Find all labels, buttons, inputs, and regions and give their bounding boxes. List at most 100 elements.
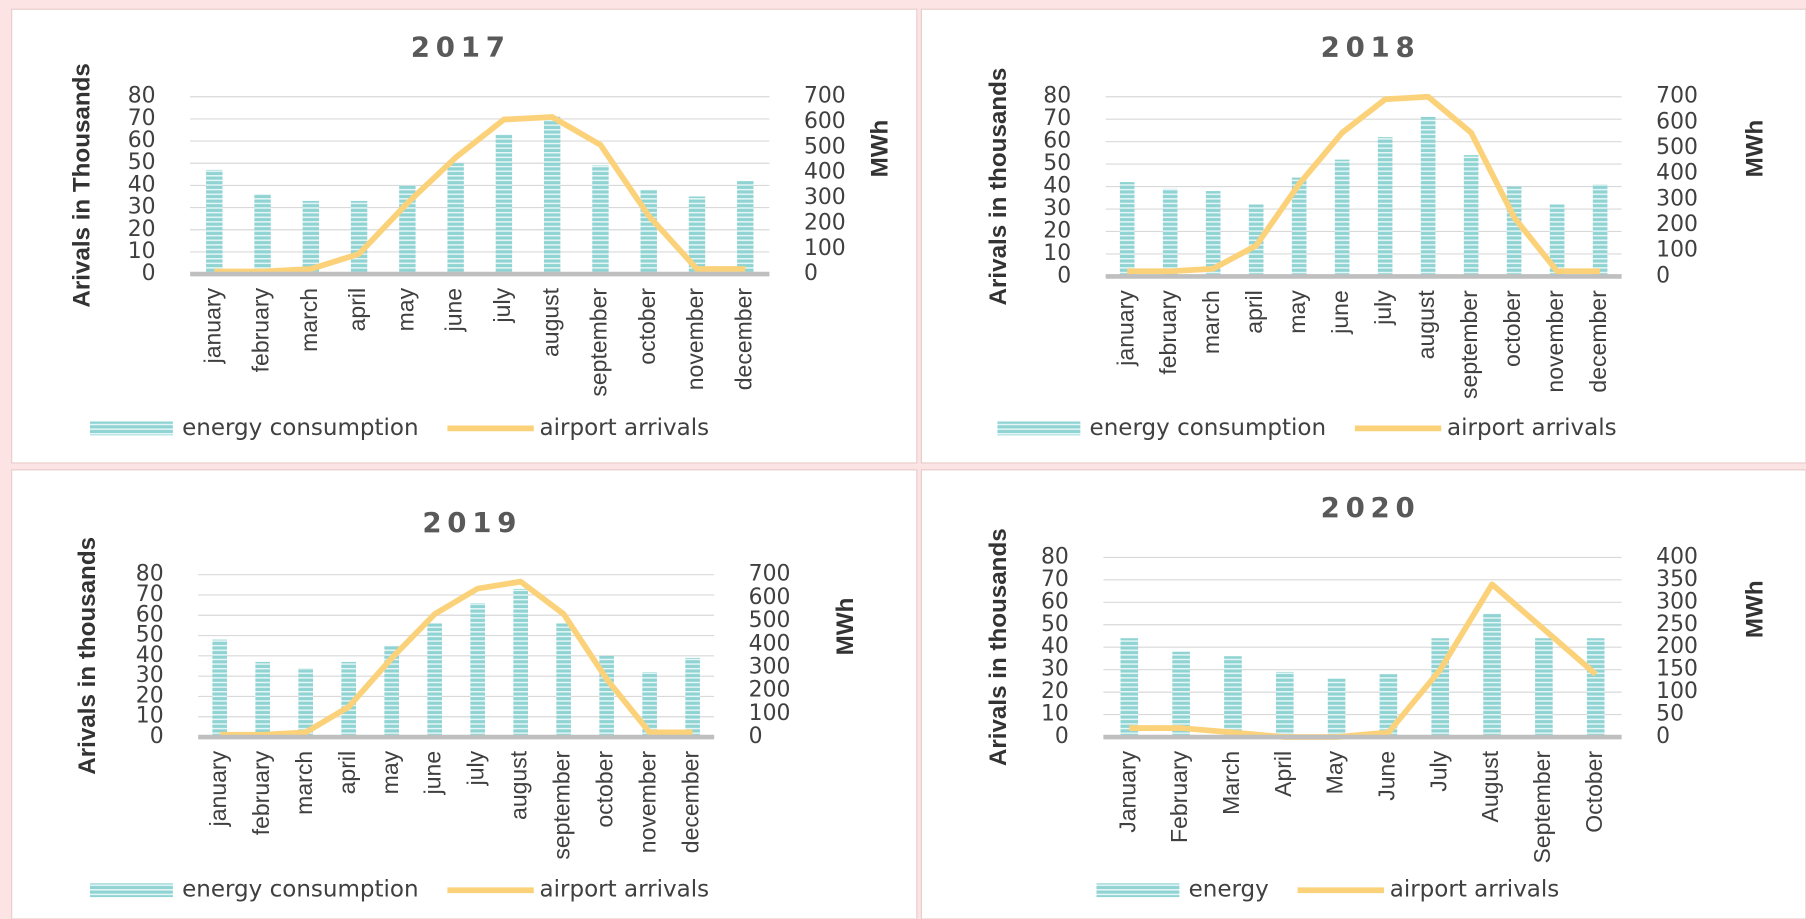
x-tick-label: october <box>634 288 660 365</box>
y-axis-title: Arivals in Thousands <box>68 63 95 307</box>
y-tick-label: 70 <box>1043 106 1071 131</box>
y-tick-label: 80 <box>136 562 164 587</box>
y2-tick-label: 250 <box>1656 612 1698 637</box>
y2-tick-label: 700 <box>749 562 791 587</box>
bar <box>513 588 528 738</box>
bar <box>1592 184 1608 277</box>
y-tick-label: 60 <box>128 128 156 153</box>
line-series <box>219 578 693 738</box>
bar <box>1327 678 1346 738</box>
y-tick-label: 0 <box>142 261 156 286</box>
bar <box>1535 638 1553 738</box>
chart-title: 2018 <box>1321 30 1421 63</box>
y2-tick-label: 600 <box>749 585 791 610</box>
y-tick-label: 50 <box>136 623 164 648</box>
line-series <box>1127 93 1601 275</box>
bar <box>592 165 609 275</box>
bar <box>1586 638 1605 738</box>
bar <box>255 661 271 738</box>
x-tick-label: October <box>1581 751 1607 833</box>
y2-tick-label: 200 <box>1656 212 1698 237</box>
bar <box>685 657 700 738</box>
legend-label: energy consumption <box>1090 415 1327 441</box>
bar <box>1463 155 1479 277</box>
y-tick-label: 50 <box>1041 612 1069 637</box>
chart-title: 2017 <box>411 30 511 63</box>
legend-swatch <box>89 883 173 898</box>
x-tick-label: July <box>1425 750 1451 791</box>
x-tick-label: may <box>392 287 418 331</box>
y-tick-label: 0 <box>1057 263 1071 288</box>
y-tick-label: 60 <box>1043 129 1071 154</box>
y2-tick-label: 700 <box>1656 84 1698 109</box>
y2-tick-label: 100 <box>804 236 846 261</box>
y-tick-label: 20 <box>136 683 164 708</box>
bar <box>1248 204 1264 277</box>
y2-tick-label: 350 <box>1656 567 1698 592</box>
bar <box>1119 182 1135 277</box>
bar <box>350 200 368 275</box>
y2-tick-label: 50 <box>1656 702 1684 727</box>
x-tick-label: december <box>730 288 756 391</box>
x-tick-label: August <box>1477 750 1503 822</box>
panel <box>920 469 1806 919</box>
x-tick-label: june <box>1327 290 1353 335</box>
line-series <box>214 114 746 275</box>
y2-tick-label: 400 <box>1656 544 1698 569</box>
bar <box>298 668 313 738</box>
legend-label: airport arrivals <box>540 415 710 441</box>
y-tick-label: 10 <box>128 239 156 264</box>
y-axis-title: Arivals in thousands <box>985 68 1012 306</box>
y-tick-label: 40 <box>1043 174 1071 199</box>
x-tick-label: november <box>682 288 708 391</box>
bar <box>427 623 442 738</box>
x-tick-label: november <box>635 751 661 854</box>
bar <box>1120 638 1139 738</box>
bar <box>1377 137 1393 277</box>
bar <box>1420 116 1436 277</box>
bar <box>1205 191 1221 277</box>
y2-tick-label: 400 <box>749 631 791 656</box>
y-tick-label: 20 <box>1043 218 1071 243</box>
y2-axis-title: MWh <box>832 598 859 656</box>
bar <box>495 134 513 275</box>
y-tick-label: 80 <box>128 84 156 109</box>
x-tick-label: april <box>344 288 370 332</box>
y2-tick-label: 400 <box>1656 161 1698 186</box>
y2-tick-label: 600 <box>804 109 846 134</box>
y2-axis-title: MWh <box>867 120 894 178</box>
y2-axis-title: MWh <box>1742 580 1769 638</box>
y2-tick-label: 0 <box>1656 724 1670 749</box>
bar <box>206 169 223 275</box>
y2-tick-label: 300 <box>804 185 846 210</box>
y2-tick-label: 400 <box>804 160 846 185</box>
panel <box>11 8 918 464</box>
bar <box>1431 638 1450 738</box>
legend-label: energy consumption <box>182 415 419 441</box>
x-tick-label: february <box>248 750 274 835</box>
y2-tick-label: 700 <box>804 84 846 109</box>
y2-tick-label: 600 <box>1656 109 1698 134</box>
x-tick-label: september <box>586 288 612 397</box>
x-tick-label: march <box>1198 290 1224 354</box>
y-axis-title: Arivals in thousands <box>985 528 1012 766</box>
y2-tick-label: 150 <box>1656 657 1698 682</box>
y2-tick-label: 0 <box>804 261 818 286</box>
y-tick-label: 10 <box>136 704 164 729</box>
x-tick-label: january <box>199 287 225 364</box>
y2-tick-label: 500 <box>749 608 791 633</box>
x-tick-label: october <box>1499 290 1525 367</box>
y-tick-label: 10 <box>1043 241 1071 266</box>
y2-axis-title: MWh <box>1742 120 1769 178</box>
y-tick-label: 30 <box>1041 657 1069 682</box>
x-tick-label: may <box>377 750 403 794</box>
y-tick-label: 70 <box>136 582 164 607</box>
y2-tick-label: 100 <box>1656 679 1698 704</box>
y-tick-label: 30 <box>136 663 164 688</box>
x-tick-label: august <box>537 287 563 357</box>
y-tick-label: 80 <box>1043 84 1071 109</box>
legend-label: airport arrivals <box>1390 877 1560 903</box>
x-tick-label: march <box>296 288 322 352</box>
x-tick-label: february <box>248 287 274 372</box>
